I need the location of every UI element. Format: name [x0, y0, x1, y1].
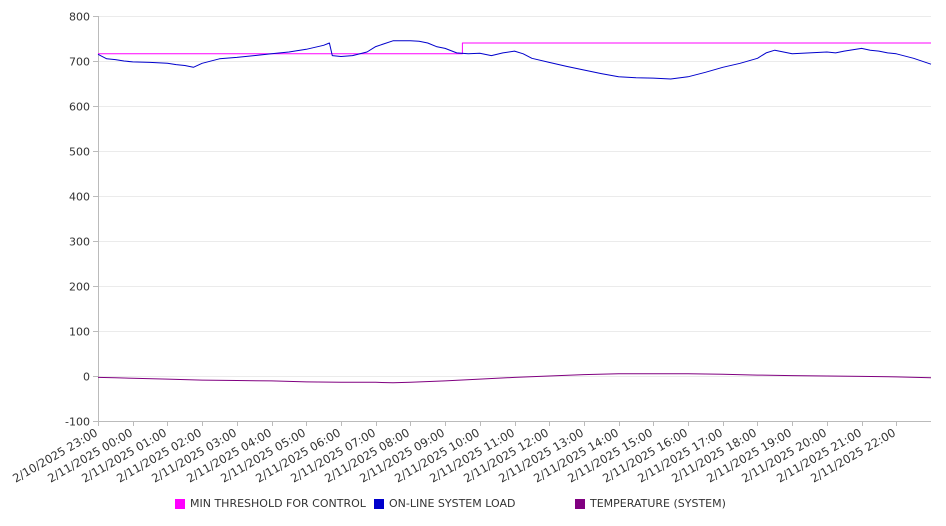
legend-swatch-threshold — [175, 498, 185, 509]
y-tick-label: 600 — [69, 101, 90, 114]
series-line-2 — [97, 373, 932, 384]
legend-swatch-system-load — [374, 498, 384, 509]
gridlines — [98, 16, 931, 422]
legend-swatch-temperature — [575, 498, 585, 509]
y-tick-label: 400 — [69, 191, 90, 204]
y-tick-label: 200 — [69, 281, 90, 294]
y-tick-label: 700 — [69, 56, 90, 69]
y-axis-ticks: 800 700 600 500 400 300 200 100 0 -100 — [65, 11, 98, 429]
legend-label-system-load: ON-LINE SYSTEM LOAD — [389, 497, 516, 510]
y-tick-label: 500 — [69, 146, 90, 159]
y-tick-label: -100 — [65, 416, 90, 429]
y-tick-label: 300 — [69, 236, 90, 249]
series-line-0 — [98, 42, 931, 55]
legend-item-system-load: ON-LINE SYSTEM LOAD — [374, 497, 515, 510]
axes — [98, 16, 931, 422]
legend: MIN THRESHOLD FOR CONTROL ON-LINE SYSTEM… — [0, 497, 946, 515]
series-line-1 — [97, 40, 932, 80]
x-axis-ticks: 2/10/2025 23:002/11/2025 00:002/11/2025 … — [10, 421, 898, 485]
legend-item-threshold: MIN THRESHOLD FOR CONTROL — [175, 497, 366, 510]
y-tick-label: 0 — [83, 371, 90, 384]
y-tick-label: 100 — [69, 326, 90, 339]
legend-label-threshold: MIN THRESHOLD FOR CONTROL — [190, 497, 366, 510]
y-tick-label: 800 — [69, 11, 90, 24]
series-lines — [97, 40, 932, 384]
legend-item-temperature: TEMPERATURE (SYSTEM) — [575, 497, 726, 510]
legend-label-temperature: TEMPERATURE (SYSTEM) — [590, 497, 726, 510]
